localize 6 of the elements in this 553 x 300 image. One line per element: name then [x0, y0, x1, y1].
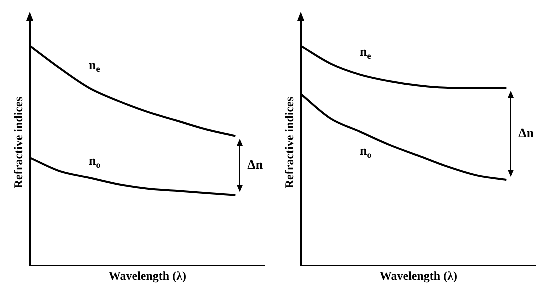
y-axis-title: Refractive indices [282, 96, 296, 189]
annotation: Δn [518, 125, 535, 140]
x-axis-title: Wavelength (λ) [108, 268, 186, 283]
y-axis-title: Refractive indices [11, 96, 26, 189]
annotation: Δn [248, 157, 264, 172]
x-axis-title: Wavelength (λ) [380, 268, 458, 283]
